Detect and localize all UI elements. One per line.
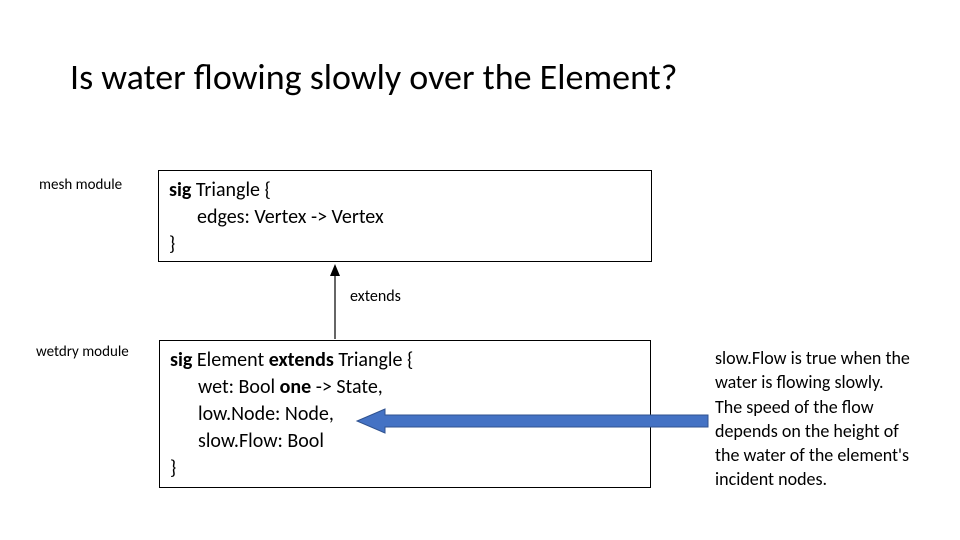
annotation-text: slow.Flow is true when the water is flow… <box>715 346 950 492</box>
annotation-line: The speed of the flow <box>715 395 950 419</box>
slide: Is water flowing slowly over the Element… <box>0 0 960 540</box>
annotation-line: the water of the element's <box>715 443 950 467</box>
annotation-line: water is flowing slowly. <box>715 370 950 394</box>
annotation-line: slow.Flow is true when the <box>715 346 950 370</box>
annotation-line: incident nodes. <box>715 467 950 491</box>
annotation-line: depends on the height of <box>715 419 950 443</box>
